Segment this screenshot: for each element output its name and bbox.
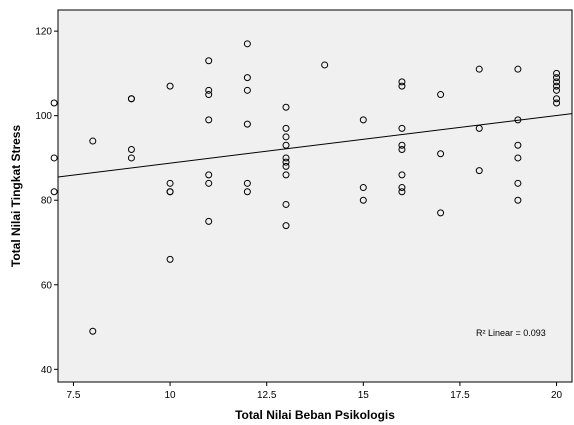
data-point: [359, 116, 367, 124]
data-point: [205, 116, 213, 124]
data-point: [475, 65, 483, 73]
data-point: [243, 179, 251, 187]
data-points: [50, 40, 561, 335]
data-point: [437, 150, 445, 158]
data-point: [205, 171, 213, 179]
data-point: [514, 179, 522, 187]
data-point: [50, 188, 58, 196]
data-point: [166, 188, 174, 196]
data-point: [282, 103, 290, 111]
data-point: [282, 154, 290, 162]
data-point: [398, 184, 406, 192]
data-point: [205, 217, 213, 225]
data-point: [398, 78, 406, 86]
data-point: [127, 146, 135, 153]
data-point: [205, 179, 213, 187]
x-tick-label: 20: [551, 390, 563, 401]
data-point: [243, 120, 251, 128]
y-tick-label: 60: [41, 280, 53, 291]
data-point: [205, 91, 213, 99]
y-axis-title: Total Nilai Tingkat Stress: [9, 125, 23, 268]
data-point: [282, 133, 290, 141]
x-tick-label: 10: [165, 390, 177, 401]
data-point: [282, 171, 290, 179]
data-point: [398, 82, 406, 90]
y-tick-label: 80: [41, 196, 53, 207]
data-point: [243, 86, 251, 94]
data-point: [398, 171, 406, 179]
data-point: [50, 154, 58, 162]
data-point: [89, 137, 97, 145]
data-point: [282, 200, 290, 208]
data-point: [282, 222, 290, 230]
x-tick-label: 17.5: [450, 390, 470, 401]
data-point: [166, 179, 174, 187]
x-tick-label: 12.5: [257, 390, 277, 401]
data-point: [359, 184, 367, 192]
data-point: [282, 141, 290, 149]
data-point: [205, 86, 213, 94]
data-point: [398, 141, 406, 149]
data-point: [321, 61, 329, 69]
r-squared-annotation: R² Linear = 0.093: [476, 328, 546, 338]
data-point: [243, 188, 251, 196]
data-point: [553, 99, 561, 107]
y-tick-label: 40: [41, 365, 53, 376]
data-point: [553, 82, 561, 90]
y-tick-label: 120: [35, 27, 52, 38]
data-point: [243, 74, 251, 82]
data-point: [514, 141, 522, 149]
x-axis-title: Total Nilai Beban Psikologis: [235, 408, 395, 422]
linear-fit-line: [57, 113, 573, 178]
data-point: [282, 162, 290, 170]
data-point: [50, 99, 58, 107]
data-point: [553, 74, 561, 82]
data-point: [553, 78, 561, 86]
data-point: [553, 95, 561, 103]
data-point: [359, 196, 367, 204]
data-point: [514, 65, 522, 73]
data-point: [437, 91, 445, 99]
data-point: [282, 124, 290, 132]
y-axis-ticks: 40 60 80 100 120: [35, 27, 58, 376]
data-point: [282, 158, 290, 166]
x-tick-label: 7.5: [67, 390, 81, 401]
data-point: [514, 154, 522, 162]
data-point: [243, 40, 251, 48]
data-point: [89, 327, 97, 335]
data-point: [437, 209, 445, 217]
data-point: [475, 167, 483, 175]
plot-area: [57, 9, 573, 383]
data-point: [166, 82, 174, 90]
y-tick-label: 100: [35, 111, 52, 122]
data-point: [127, 95, 135, 103]
x-tick-label: 15: [358, 390, 370, 401]
data-point: [398, 188, 406, 196]
data-point: [398, 146, 406, 153]
data-point: [398, 124, 406, 132]
data-point: [127, 154, 135, 162]
data-point: [553, 69, 561, 77]
x-axis-ticks: 7.5 10 12.5 15 17.5 20: [67, 382, 563, 401]
data-point: [205, 57, 213, 65]
data-point: [166, 255, 174, 263]
data-point: [553, 86, 561, 94]
data-point: [514, 196, 522, 204]
